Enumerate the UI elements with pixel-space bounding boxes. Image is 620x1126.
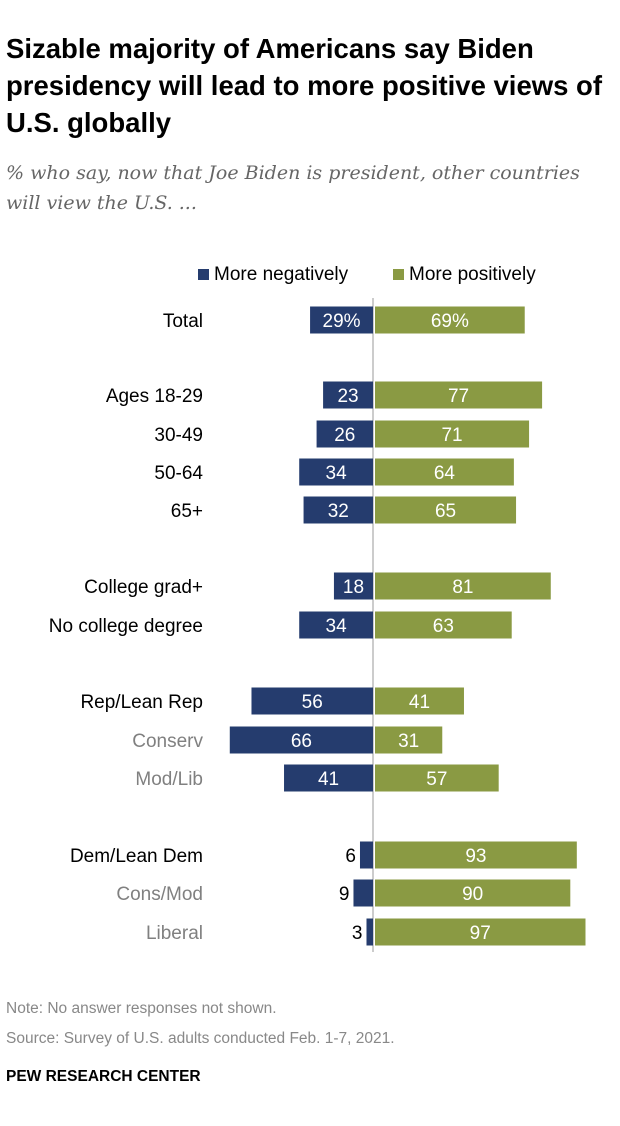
bar-negative bbox=[353, 879, 373, 907]
value-label-negative: 3 bbox=[352, 923, 363, 944]
bar-positive bbox=[375, 918, 586, 946]
legend-label-negative: More negatively bbox=[214, 264, 349, 285]
value-label-negative: 56 bbox=[302, 692, 323, 713]
bar-negative bbox=[359, 841, 373, 869]
value-label-negative: 34 bbox=[326, 616, 348, 637]
chart-title: Sizable majority of Americans say Biden … bbox=[6, 33, 603, 138]
bar-positive bbox=[375, 726, 443, 754]
bar-negative bbox=[299, 458, 373, 486]
bar-negative bbox=[303, 496, 373, 524]
value-label-positive: 31 bbox=[398, 731, 419, 752]
value-label-positive: 64 bbox=[434, 463, 456, 484]
value-label-negative: 66 bbox=[291, 731, 312, 752]
bar-negative bbox=[251, 687, 373, 715]
value-label-positive: 90 bbox=[462, 884, 483, 905]
bar-negative bbox=[310, 306, 373, 334]
bar-negative bbox=[284, 764, 373, 792]
bar-positive bbox=[375, 496, 517, 524]
chart-subtitle: % who say, now that Joe Biden is preside… bbox=[6, 162, 580, 214]
legend-item-negative: More negatively bbox=[198, 263, 348, 287]
value-label-negative: 18 bbox=[343, 577, 364, 598]
bar-negative bbox=[333, 572, 373, 600]
value-label-positive: 97 bbox=[470, 923, 491, 944]
value-label-positive: 81 bbox=[452, 577, 473, 598]
bar-negative bbox=[316, 420, 373, 448]
legend-label-positive: More positively bbox=[409, 264, 536, 285]
legend-item-positive: More positively bbox=[393, 263, 536, 287]
bar-negative bbox=[323, 381, 373, 409]
value-label-negative: 34 bbox=[326, 463, 348, 484]
brand-label: PEW RESEARCH CENTER bbox=[6, 1068, 201, 1085]
category-label: 50-64 bbox=[154, 463, 203, 484]
value-label-positive: 93 bbox=[465, 846, 486, 867]
value-label-negative: 29% bbox=[323, 311, 361, 332]
bar-positive bbox=[375, 458, 514, 486]
value-label-positive: 65 bbox=[435, 501, 456, 522]
value-label-positive: 77 bbox=[448, 386, 469, 407]
category-label: 65+ bbox=[171, 501, 203, 522]
category-label: No college degree bbox=[49, 616, 203, 637]
legend-swatch-positive bbox=[393, 269, 404, 280]
bar-positive bbox=[375, 306, 525, 334]
category-label: College grad+ bbox=[84, 577, 203, 598]
category-label: Conserv bbox=[132, 731, 203, 752]
category-label: Ages 18-29 bbox=[106, 386, 203, 407]
category-label: 30-49 bbox=[154, 425, 203, 446]
bar-negative bbox=[366, 918, 373, 946]
diverging-bar-chart: Total 29% 69% Ages 18-29 23 77 30-49 26 71 50-64 3… bbox=[49, 298, 586, 952]
value-label-negative: 9 bbox=[339, 884, 350, 905]
bar-positive bbox=[375, 841, 577, 869]
value-label-positive: 41 bbox=[409, 692, 430, 713]
value-label-positive: 57 bbox=[426, 769, 447, 790]
bar-positive bbox=[375, 420, 530, 448]
category-label: Dem/Lean Dem bbox=[70, 846, 203, 867]
value-label-negative: 32 bbox=[328, 501, 349, 522]
category-label: Liberal bbox=[146, 923, 203, 944]
legend-swatch-negative bbox=[198, 269, 209, 280]
value-label-negative: 6 bbox=[345, 846, 356, 867]
bar-positive bbox=[375, 381, 543, 409]
category-label: Mod/Lib bbox=[135, 769, 203, 790]
bar-positive bbox=[375, 687, 464, 715]
value-label-positive: 71 bbox=[441, 425, 462, 446]
bar-positive bbox=[375, 764, 499, 792]
value-label-negative: 26 bbox=[334, 425, 355, 446]
value-label-positive: 63 bbox=[433, 616, 454, 637]
category-label: Total bbox=[163, 311, 203, 332]
category-label: Rep/Lean Rep bbox=[80, 692, 203, 713]
bar-positive bbox=[375, 572, 551, 600]
value-label-negative: 41 bbox=[318, 769, 339, 790]
category-label: Cons/Mod bbox=[116, 884, 203, 905]
chart-note: Note: No answer responses not shown. bbox=[6, 1000, 277, 1017]
value-label-positive: 69% bbox=[431, 311, 469, 332]
value-label-negative: 23 bbox=[337, 386, 358, 407]
bar-negative bbox=[299, 611, 373, 639]
bar-positive bbox=[375, 611, 512, 639]
chart-source: Source: Survey of U.S. adults conducted … bbox=[6, 1030, 395, 1047]
bar-negative bbox=[229, 726, 373, 754]
bar-positive bbox=[375, 879, 571, 907]
